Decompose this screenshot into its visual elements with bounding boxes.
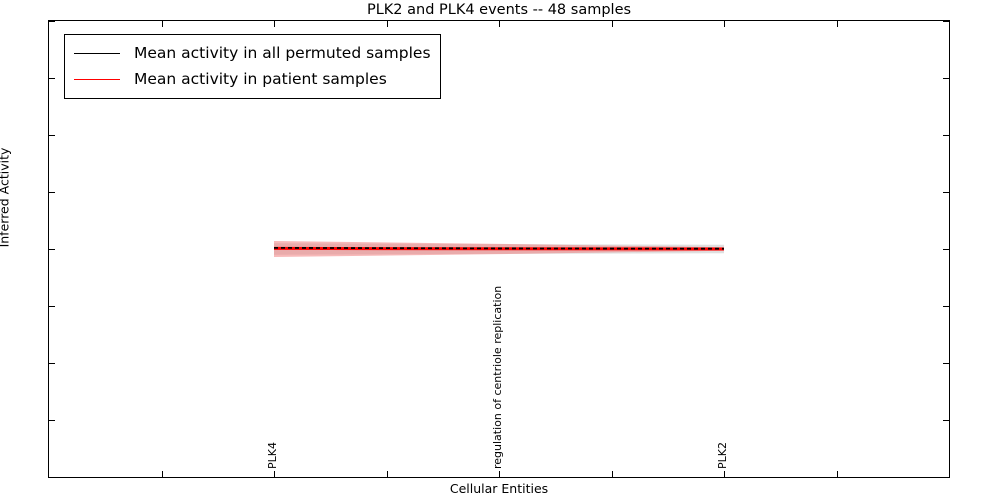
x-tick-mark bbox=[161, 21, 163, 27]
legend-entry: Mean activity in all permuted samples bbox=[74, 40, 431, 66]
x-tick-mark bbox=[724, 21, 725, 27]
y-tick-mark bbox=[943, 420, 949, 421]
plot-canvas bbox=[49, 21, 949, 477]
y-axis-label: Inferred Activity bbox=[0, 147, 12, 248]
y-tick-mark bbox=[943, 135, 949, 136]
x-tick-mark bbox=[836, 471, 838, 477]
x-tick-label: PLK2 bbox=[716, 442, 729, 469]
legend-label: Mean activity in patient samples bbox=[134, 69, 387, 88]
y-tick-mark bbox=[943, 192, 949, 193]
y-tick-mark bbox=[49, 363, 55, 364]
x-tick-mark bbox=[274, 21, 275, 27]
y-tick-mark bbox=[49, 249, 55, 250]
x-tick-mark bbox=[836, 21, 838, 27]
y-tick-mark bbox=[49, 420, 55, 421]
legend-line-swatch bbox=[74, 52, 120, 54]
x-axis-label: Cellular Entities bbox=[449, 481, 549, 496]
x-tick-mark bbox=[386, 21, 388, 27]
y-tick-mark bbox=[943, 363, 949, 364]
y-tick-mark bbox=[49, 135, 55, 136]
legend-entry: Mean activity in patient samples bbox=[74, 66, 431, 92]
plot-area: −4−3−2−101234 PLK4 regulation of centriol… bbox=[48, 20, 950, 478]
data-series-svg bbox=[49, 241, 949, 257]
x-tick-label: PLK4 bbox=[266, 442, 279, 469]
legend-label: Mean activity in all permuted samples bbox=[134, 43, 431, 62]
y-tick-mark bbox=[943, 306, 949, 307]
x-tick-label: regulation of centriole replication bbox=[491, 285, 504, 469]
x-tick-mark bbox=[274, 471, 275, 477]
y-tick-mark bbox=[49, 21, 55, 22]
y-tick-mark bbox=[943, 21, 949, 22]
x-tick-mark bbox=[499, 21, 500, 27]
y-tick-mark bbox=[49, 477, 55, 478]
x-tick-mark bbox=[386, 471, 388, 477]
x-tick-mark bbox=[611, 471, 613, 477]
y-tick-mark bbox=[49, 78, 55, 79]
y-tick-mark bbox=[943, 477, 949, 478]
y-tick-mark bbox=[49, 192, 55, 193]
x-tick-mark bbox=[724, 471, 725, 477]
chart-title: PLK2 and PLK4 events -- 48 samples bbox=[366, 2, 632, 18]
x-tick-mark bbox=[161, 471, 163, 477]
mean-line-permuted bbox=[274, 248, 724, 249]
x-tick-mark bbox=[499, 471, 500, 477]
y-tick-mark bbox=[49, 306, 55, 307]
x-tick-mark bbox=[611, 21, 613, 27]
chart-legend: Mean activity in all permuted samples Mea… bbox=[64, 34, 441, 99]
y-tick-mark bbox=[943, 78, 949, 79]
legend-line-swatch bbox=[74, 78, 120, 80]
y-tick-mark bbox=[943, 249, 949, 250]
y-tick-group: −4−3−2−101234 bbox=[49, 21, 949, 478]
